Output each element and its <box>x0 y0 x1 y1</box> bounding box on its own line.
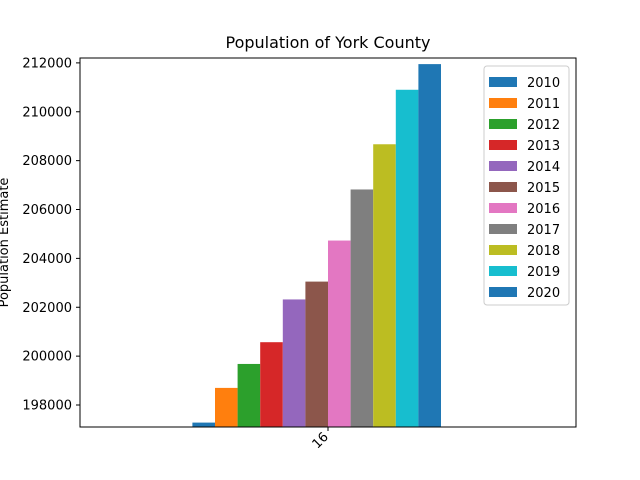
y-tick-label: 212000 <box>22 56 72 71</box>
legend-label-2016: 2016 <box>527 202 560 217</box>
legend-label-2017: 2017 <box>527 223 560 238</box>
legend-swatch-2020 <box>489 287 517 297</box>
legend-swatch-2014 <box>489 161 517 171</box>
legend-swatch-2015 <box>489 182 517 192</box>
x-tick-label: 16 <box>310 430 332 452</box>
bar-2018 <box>373 144 396 427</box>
bar-2015 <box>305 281 328 427</box>
legend-label-2019: 2019 <box>527 265 560 280</box>
y-tick-label: 206000 <box>22 203 72 218</box>
bar-2017 <box>350 189 374 427</box>
bar-2012 <box>237 363 261 427</box>
y-tick-label: 202000 <box>22 301 72 316</box>
bars <box>192 64 441 428</box>
legend-label-2012: 2012 <box>527 118 560 133</box>
legend-label-2018: 2018 <box>527 244 560 259</box>
bar-2014 <box>282 299 306 427</box>
y-axis-ticks: 198000 200000 202000 204000 206000 208000 2100… <box>22 56 80 414</box>
legend-swatch-2013 <box>489 140 517 150</box>
legend: 2010 2011 2012 2013 2014 2015 2016 2017 2018 2019… <box>483 65 570 306</box>
y-tick-label: 198000 <box>22 399 72 414</box>
bar-2019 <box>395 89 419 428</box>
x-axis-ticks: 16 <box>310 427 332 452</box>
legend-label-2010: 2010 <box>527 76 560 91</box>
legend-swatch-2018 <box>489 245 517 255</box>
legend-swatch-2012 <box>489 119 517 129</box>
legend-swatch-2016 <box>489 203 517 213</box>
plot-frame <box>79 57 577 428</box>
y-tick-label: 200000 <box>22 350 72 365</box>
y-axis-label: Population Estimate <box>0 178 12 308</box>
legend-swatch-2011 <box>489 98 517 108</box>
legend-swatch-2019 <box>489 266 517 276</box>
bar-2020 <box>418 64 441 428</box>
legend-label-2013: 2013 <box>527 139 560 154</box>
y-tick-label: 204000 <box>22 252 72 267</box>
legend-label-2015: 2015 <box>527 181 560 196</box>
bar-2016 <box>328 240 351 427</box>
bar-2010 <box>192 422 215 427</box>
legend-swatch-2017 <box>489 224 517 234</box>
chart-title: Population of York County <box>225 33 430 52</box>
legend-label-2020: 2020 <box>527 286 560 301</box>
legend-label-2011: 2011 <box>527 97 560 112</box>
legend-swatch-2010 <box>489 77 517 87</box>
bar-2013 <box>260 342 283 427</box>
bar-2011 <box>215 387 238 427</box>
y-tick-label: 210000 <box>22 105 72 120</box>
legend-label-2014: 2014 <box>527 160 560 175</box>
y-tick-label: 208000 <box>22 154 72 169</box>
